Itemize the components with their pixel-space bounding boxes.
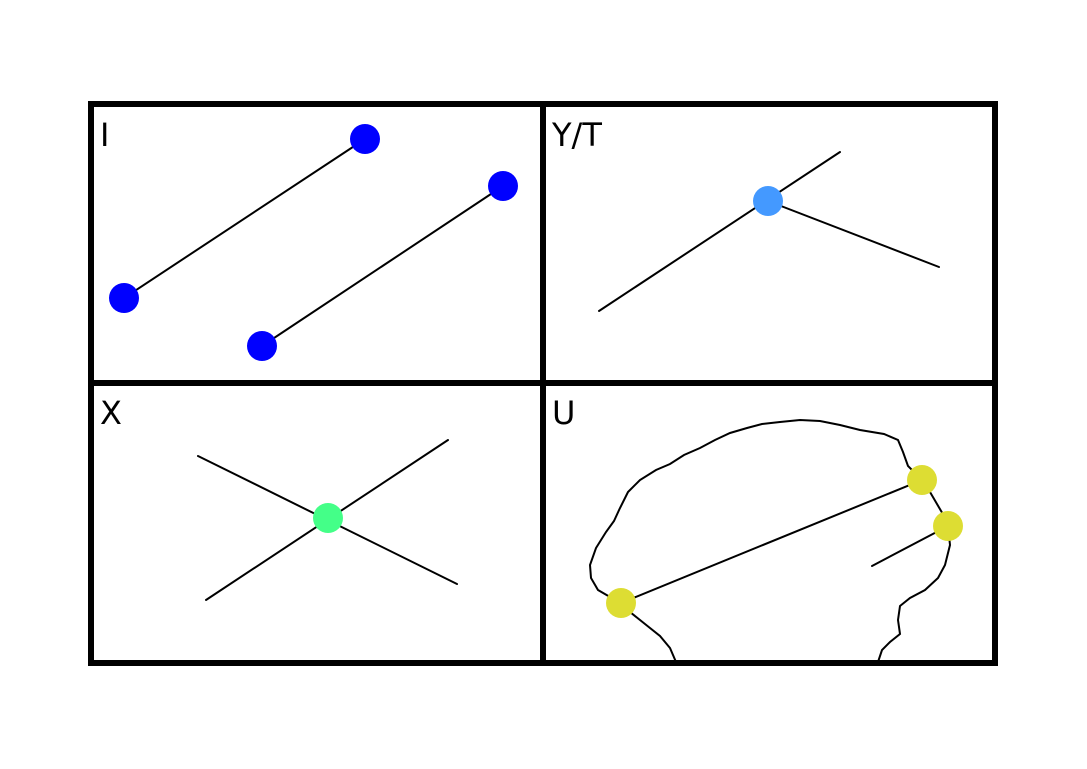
u-point-1 <box>606 588 636 618</box>
yt-junction-point <box>753 186 783 216</box>
grid-frame <box>88 101 998 666</box>
panel-x: X <box>100 394 458 601</box>
panel-yt: Y/T <box>551 116 940 312</box>
panel-u: U <box>552 394 963 663</box>
u-point-3 <box>933 511 963 541</box>
i-endpoint-2 <box>350 124 380 154</box>
u-point-2 <box>907 465 937 495</box>
yt-branch-line <box>767 200 940 268</box>
panel-i: I <box>100 116 518 361</box>
yt-main-line <box>598 151 841 312</box>
i-segment-1 <box>123 138 366 299</box>
panel-x-label: X <box>100 394 122 432</box>
i-endpoint-4 <box>488 171 518 201</box>
i-endpoint-3 <box>247 331 277 361</box>
u-boundary-curve <box>588 418 952 663</box>
u-long-line <box>620 479 923 604</box>
i-segment-2 <box>261 185 504 347</box>
i-endpoint-1 <box>109 283 139 313</box>
x-crossing-point <box>313 503 343 533</box>
panel-i-label: I <box>100 116 109 154</box>
panel-u-label: U <box>552 394 575 432</box>
panel-yt-label: Y/T <box>551 116 602 154</box>
